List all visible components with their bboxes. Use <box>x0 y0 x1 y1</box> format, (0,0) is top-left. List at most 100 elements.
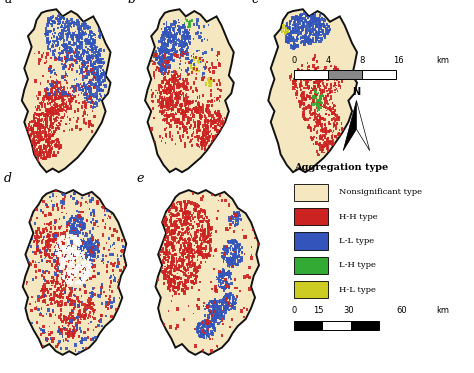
Bar <box>44 288 46 291</box>
Bar <box>73 252 75 254</box>
Bar <box>318 34 320 36</box>
Bar <box>189 212 191 214</box>
Bar <box>37 154 38 156</box>
Bar <box>197 307 200 310</box>
Bar <box>72 276 73 278</box>
Bar <box>251 254 252 256</box>
Bar <box>185 62 186 64</box>
Bar <box>173 52 175 56</box>
Bar <box>169 282 172 285</box>
Bar <box>236 220 237 222</box>
Bar <box>77 270 78 272</box>
Bar <box>55 81 56 84</box>
Bar <box>329 75 331 79</box>
Bar <box>94 72 97 75</box>
Bar <box>200 330 203 333</box>
Bar <box>232 301 234 304</box>
Bar <box>223 317 225 320</box>
Bar <box>75 260 76 262</box>
Bar <box>55 260 56 263</box>
Bar <box>54 21 55 24</box>
Bar <box>183 98 185 100</box>
Bar <box>69 47 71 50</box>
Bar <box>79 53 80 54</box>
Bar <box>171 54 173 56</box>
Bar <box>303 98 306 101</box>
Bar <box>327 145 329 148</box>
Text: L-H type: L-H type <box>339 261 376 269</box>
Bar <box>226 297 228 300</box>
Bar <box>204 51 207 54</box>
Bar <box>165 270 167 272</box>
Bar <box>90 30 91 33</box>
Bar <box>324 36 325 37</box>
Bar <box>80 244 82 247</box>
Bar <box>79 280 81 282</box>
Bar <box>195 110 196 112</box>
Bar <box>70 217 72 220</box>
Bar <box>88 262 91 266</box>
Bar <box>123 237 125 239</box>
Bar <box>67 317 70 320</box>
Bar <box>191 101 193 104</box>
Bar <box>71 331 73 334</box>
Bar <box>172 100 174 103</box>
Bar <box>40 145 41 148</box>
Bar <box>64 255 66 258</box>
Bar <box>73 217 74 219</box>
Bar <box>51 91 54 94</box>
Bar <box>88 124 91 128</box>
Bar <box>342 77 344 79</box>
Bar <box>45 115 46 117</box>
Bar <box>316 33 318 35</box>
Bar <box>70 218 72 222</box>
Bar <box>56 139 59 142</box>
Bar <box>175 25 176 28</box>
Bar <box>319 96 320 98</box>
Bar <box>37 119 39 122</box>
Bar <box>317 82 319 86</box>
Bar <box>200 106 202 110</box>
Bar <box>94 82 97 85</box>
Bar <box>161 140 163 142</box>
Bar <box>176 73 178 75</box>
Bar <box>71 255 73 258</box>
Bar <box>216 114 217 116</box>
Bar <box>184 259 186 260</box>
Bar <box>84 290 87 294</box>
Bar <box>34 112 36 115</box>
Bar <box>87 328 89 331</box>
Bar <box>81 105 83 109</box>
Bar <box>157 62 158 65</box>
Bar <box>186 132 188 134</box>
Bar <box>68 322 70 325</box>
Bar <box>36 248 39 252</box>
Bar <box>46 305 47 306</box>
Bar <box>54 93 56 97</box>
Bar <box>208 113 211 117</box>
Bar <box>194 205 197 209</box>
Bar <box>37 151 40 154</box>
Bar <box>170 216 172 218</box>
Bar <box>93 313 94 314</box>
Bar <box>179 25 180 28</box>
Bar <box>74 228 76 231</box>
Bar <box>54 32 56 34</box>
Bar <box>57 330 60 333</box>
Bar <box>299 100 301 103</box>
Bar <box>65 257 68 260</box>
Bar <box>174 95 177 98</box>
Bar <box>312 95 315 98</box>
Bar <box>53 279 55 282</box>
Bar <box>44 113 46 115</box>
Bar <box>93 310 95 313</box>
Bar <box>202 320 205 323</box>
Bar <box>174 253 177 256</box>
Bar <box>89 26 91 29</box>
Bar <box>92 54 94 57</box>
Bar <box>164 251 166 254</box>
Bar <box>220 315 222 318</box>
Bar <box>65 60 67 63</box>
Bar <box>292 31 294 33</box>
Bar <box>60 243 63 247</box>
